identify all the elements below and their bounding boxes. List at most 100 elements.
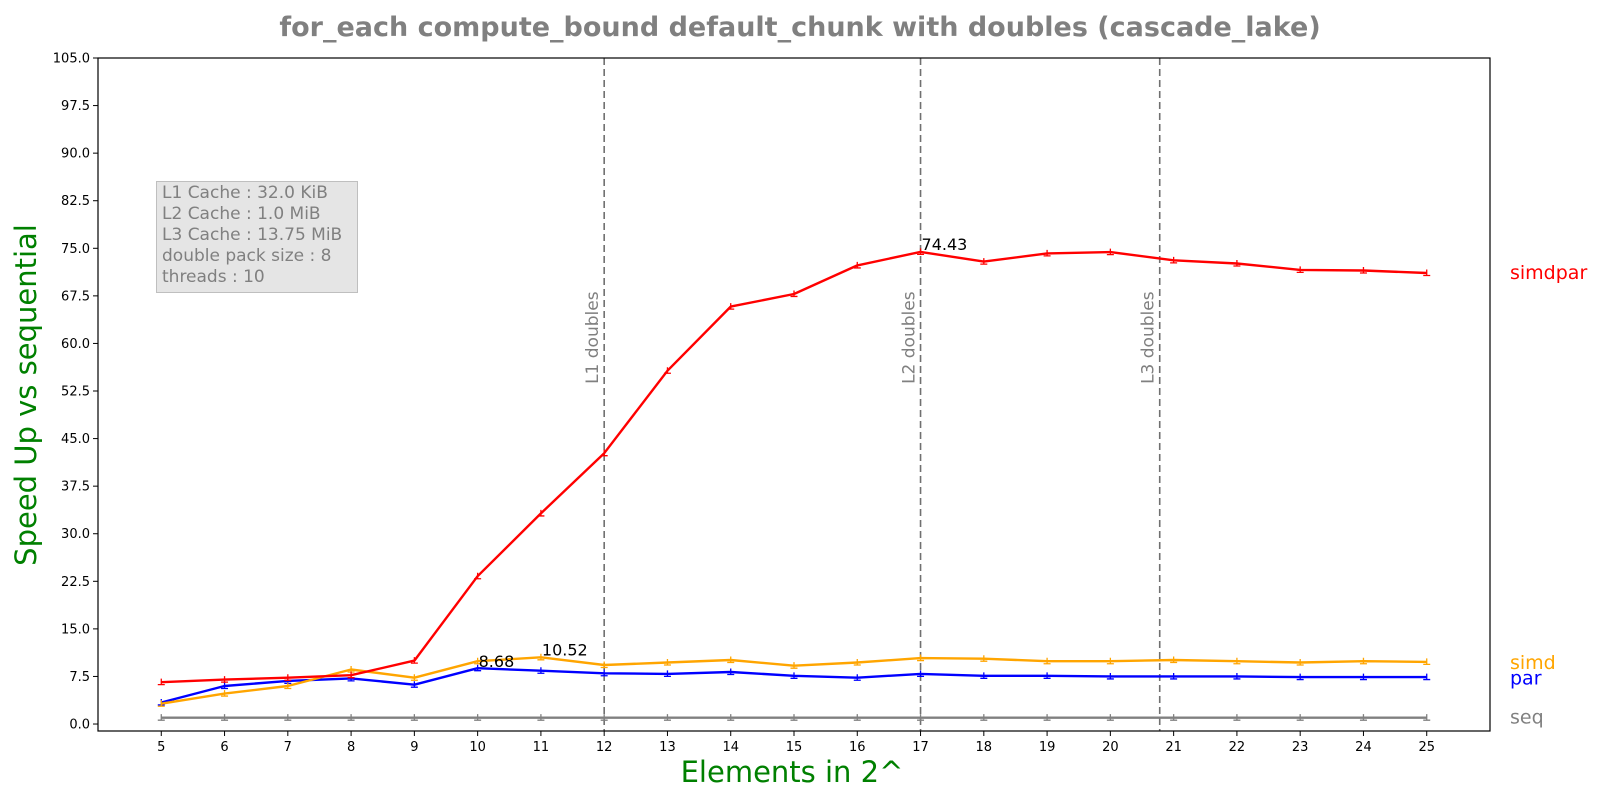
data-point (980, 672, 988, 679)
data-point (1233, 672, 1241, 680)
data-point (157, 700, 165, 707)
y-tick-label: 45.0 (61, 432, 90, 447)
data-point (980, 258, 988, 265)
data-point (347, 714, 355, 721)
info-threads: threads : 10 (162, 267, 265, 287)
plot-area: 0.07.515.022.530.037.545.052.560.067.575… (53, 52, 1588, 756)
y-tick-label: 60.0 (61, 337, 90, 352)
series-label-par: par (1510, 667, 1542, 689)
data-point (474, 572, 482, 580)
cache-info-box: L1 Cache : 32.0 KiB L2 Cache : 1.0 MiB L… (156, 181, 358, 293)
data-point (1106, 672, 1114, 680)
x-tick-label: 14 (722, 740, 739, 755)
x-tick-label: 20 (1102, 740, 1119, 755)
data-point (600, 661, 608, 669)
y-tick-label: 67.5 (61, 289, 90, 304)
data-point (917, 714, 925, 721)
y-tick-label: 75.0 (61, 242, 90, 257)
data-point (1423, 673, 1431, 681)
x-tick-label: 7 (284, 740, 292, 755)
cache-boundary-label: L2 doubles (900, 291, 920, 384)
data-point (1296, 266, 1304, 274)
data-point (537, 653, 545, 661)
data-point (727, 303, 735, 310)
data-point (1359, 673, 1367, 681)
data-point (474, 664, 482, 672)
data-point (1043, 714, 1051, 721)
data-point (1359, 714, 1367, 721)
info-l3-cache: L3 Cache : 13.75 MiB (162, 225, 343, 245)
data-point (790, 662, 798, 669)
data-point (600, 714, 608, 721)
x-tick-label: 6 (220, 740, 228, 755)
data-point (1233, 714, 1241, 721)
y-tick-label: 52.5 (61, 385, 90, 400)
data-point (917, 654, 925, 662)
data-point (410, 681, 418, 688)
x-axis-label: Elements in 2^ (681, 755, 904, 789)
data-point (410, 657, 418, 664)
data-point (1170, 672, 1178, 680)
x-tick-label: 21 (1165, 740, 1182, 755)
data-point (1423, 269, 1431, 277)
x-tick-label: 10 (469, 740, 486, 755)
data-point (284, 682, 292, 690)
data-point (284, 674, 292, 681)
data-point (1423, 658, 1431, 666)
data-point (853, 714, 861, 721)
data-point (663, 670, 671, 678)
y-tick-label: 105.0 (53, 52, 90, 67)
data-label: 10.52 (542, 640, 588, 659)
data-point (1296, 714, 1304, 721)
data-point (537, 667, 545, 674)
info-l1-cache: L1 Cache : 32.0 KiB (162, 183, 328, 203)
data-point (410, 674, 418, 681)
data-point (221, 682, 229, 690)
data-point (1170, 714, 1178, 721)
series-line-simdpar (161, 250, 1427, 684)
data-point (1106, 714, 1114, 721)
data-point (663, 714, 671, 721)
data-point (1233, 260, 1241, 267)
info-pack-size: double pack size : 8 (162, 246, 332, 266)
x-tick-label: 11 (533, 740, 550, 755)
cache-boundary-label: L1 doubles (583, 291, 603, 384)
data-point (157, 714, 165, 721)
data-point (1423, 714, 1431, 721)
data-point (1233, 657, 1241, 665)
data-point (410, 714, 418, 721)
data-point (1170, 656, 1178, 664)
y-tick-label: 0.0 (69, 718, 90, 733)
y-tick-label: 7.5 (69, 670, 90, 685)
data-point (474, 714, 482, 721)
y-tick-label: 30.0 (61, 527, 90, 542)
x-tick-label: 25 (1418, 740, 1435, 755)
data-point (980, 655, 988, 662)
data-point (917, 248, 925, 256)
x-tick-label: 23 (1292, 740, 1309, 755)
data-point (727, 714, 735, 721)
data-point (1359, 266, 1367, 274)
x-tick-label: 5 (157, 740, 165, 755)
data-point (221, 714, 229, 721)
data-point (663, 658, 671, 666)
data-label: 8.68 (479, 652, 515, 671)
y-axis-label: Speed Up vs sequential (9, 224, 43, 566)
data-point (1170, 256, 1178, 264)
data-point (853, 658, 861, 666)
y-tick-label: 22.5 (61, 575, 90, 590)
x-tick-label: 18 (976, 740, 993, 755)
data-point (1296, 658, 1304, 666)
data-point (474, 657, 482, 665)
y-tick-label: 15.0 (61, 622, 90, 637)
data-point (663, 367, 671, 374)
series-label-simd: simd (1510, 652, 1556, 674)
data-point (1296, 673, 1304, 681)
data-point (853, 674, 861, 681)
data-point (157, 678, 165, 686)
data-point (600, 449, 608, 457)
plot-frame (97, 57, 1491, 732)
data-point (221, 676, 229, 683)
data-label: 74.43 (922, 235, 968, 254)
data-point (537, 509, 545, 517)
